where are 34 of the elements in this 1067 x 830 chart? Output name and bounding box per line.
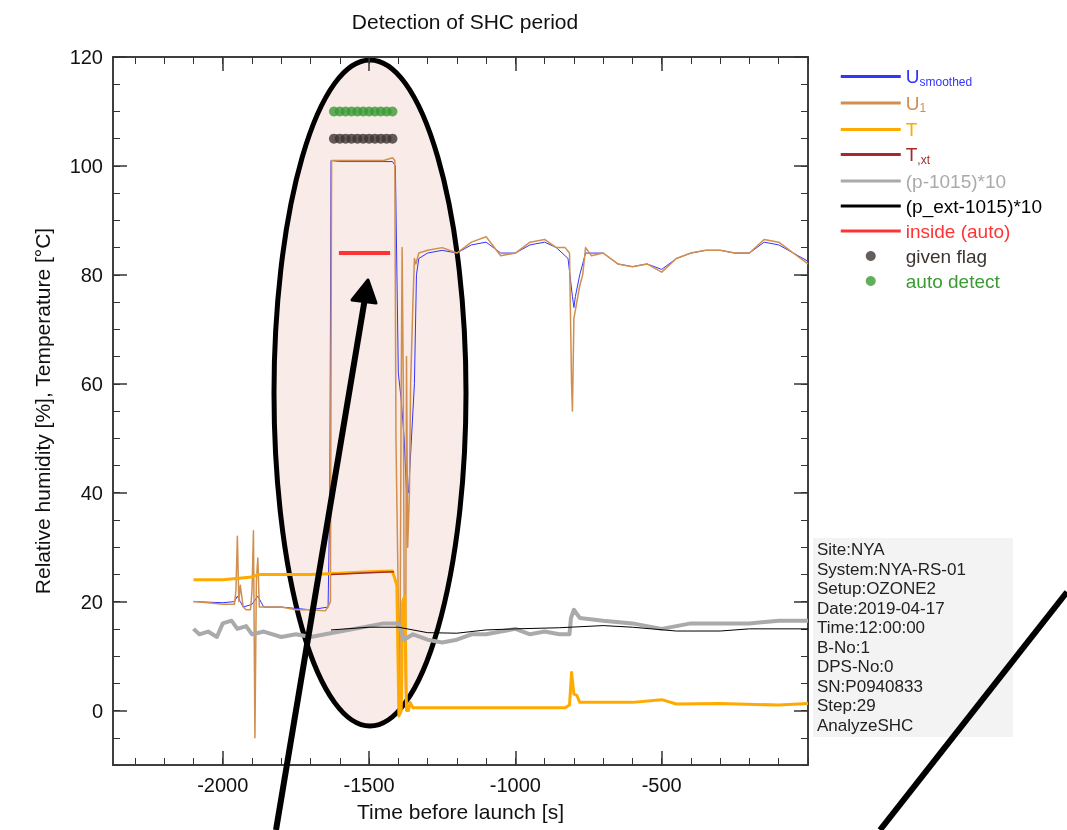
x-tick-label: -1500 bbox=[343, 774, 395, 796]
x-tick-label: -1000 bbox=[489, 774, 541, 796]
y-tick-label: 40 bbox=[80, 481, 103, 504]
text: AnalyzeSHC bbox=[817, 715, 915, 735]
legend-label: T bbox=[905, 119, 918, 140]
y-tick-label: 120 bbox=[69, 46, 103, 68]
line-series bbox=[192, 157, 809, 739]
x-tick-label: -2000 bbox=[197, 774, 249, 796]
text: Date:2019-04-17 bbox=[817, 598, 946, 618]
text: B-No:1 bbox=[817, 637, 871, 657]
y-tick-label: 20 bbox=[80, 590, 103, 613]
text: Setup:OZONE2 bbox=[817, 579, 938, 599]
x-tick-label: -500 bbox=[641, 774, 682, 796]
x-axis-title: Time before launch [s] bbox=[357, 800, 564, 823]
legend-label: auto detect bbox=[905, 270, 1001, 292]
text: SN:P0940833 bbox=[817, 676, 924, 696]
legend-label: inside (auto) bbox=[905, 220, 1011, 242]
text: System:NYA-RS-01 bbox=[817, 559, 967, 579]
line-series bbox=[191, 607, 810, 645]
y-tick-label: 80 bbox=[80, 263, 103, 286]
legend-label: (p-1015)*10 bbox=[905, 170, 1007, 192]
y-tick-label: 0 bbox=[91, 699, 103, 722]
y-tick-label: 100 bbox=[69, 154, 103, 177]
y-axis-title: Relative humidity [%], Temperature [°C] bbox=[31, 227, 54, 595]
text: Site:NYA bbox=[817, 540, 886, 560]
line-series bbox=[191, 569, 810, 718]
legend-label: (p_ext-1015)*10 bbox=[905, 195, 1043, 218]
line-series bbox=[330, 625, 809, 634]
y-tick-label: 60 bbox=[80, 372, 103, 395]
text: Step:29 bbox=[817, 696, 877, 716]
text: DPS-No:0 bbox=[817, 657, 895, 677]
chart-title: Detection of SHC period bbox=[351, 10, 579, 33]
legend-label: given flag bbox=[905, 245, 988, 267]
text: Time:12:00:00 bbox=[817, 618, 927, 638]
